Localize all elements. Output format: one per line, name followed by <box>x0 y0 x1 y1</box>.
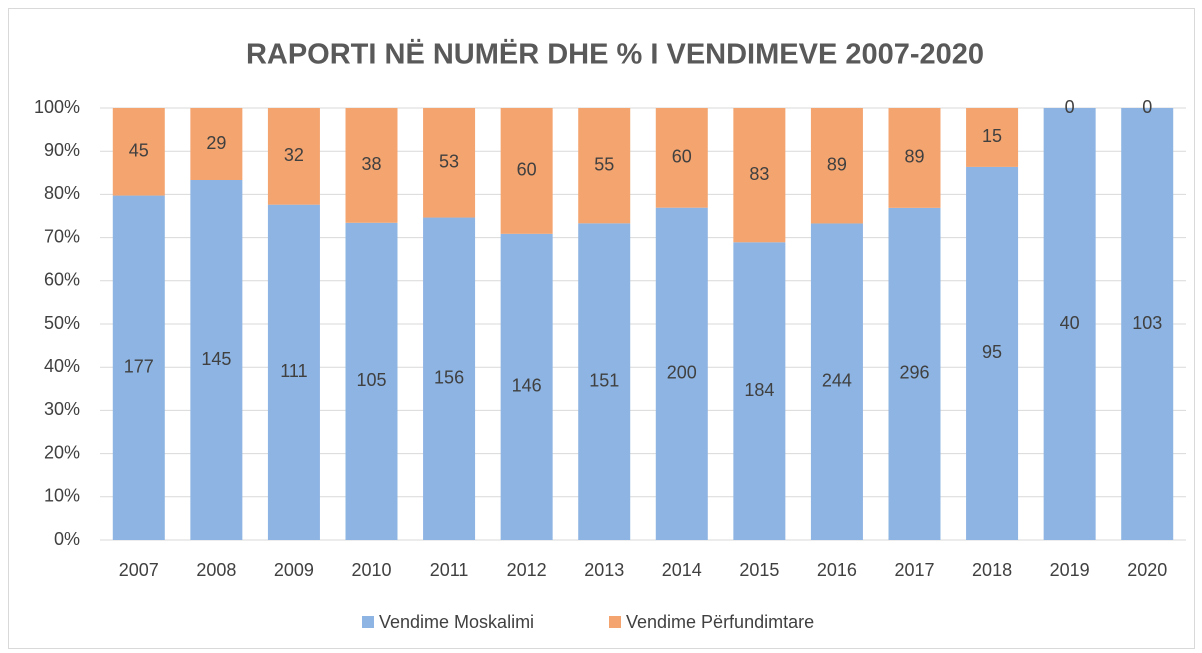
data-label: 156 <box>434 368 464 388</box>
y-tick-label: 50% <box>44 313 80 333</box>
bar-segment <box>1043 108 1096 540</box>
x-tick-label: 2011 <box>430 560 469 580</box>
data-label: 111 <box>280 361 307 381</box>
bar-segment <box>500 233 553 540</box>
data-label: 0 <box>1065 97 1075 117</box>
bar-segment <box>112 195 165 540</box>
bar-segment <box>423 217 476 540</box>
data-label: 45 <box>129 141 149 161</box>
data-label: 177 <box>124 357 154 377</box>
chart-title: RAPORTI NË NUMËR DHE % I VENDIMEVE 2007-… <box>246 38 984 71</box>
data-label: 55 <box>594 154 614 174</box>
x-tick-label: 2019 <box>1050 560 1090 580</box>
y-tick-label: 70% <box>44 226 80 246</box>
data-label: 151 <box>589 370 619 390</box>
data-label: 15 <box>982 126 1002 146</box>
x-tick-label: 2010 <box>351 560 391 580</box>
x-tick-label: 2015 <box>739 560 779 580</box>
data-label: 89 <box>904 147 924 167</box>
bar-segment <box>888 108 941 208</box>
bar-segment <box>733 108 786 243</box>
bar-segment <box>655 207 708 540</box>
data-label: 32 <box>284 145 304 165</box>
x-tick-label: 2016 <box>817 560 857 580</box>
bar-segment <box>190 180 243 540</box>
x-tick-label: 2009 <box>274 560 314 580</box>
x-tick-label: 2013 <box>584 560 624 580</box>
data-label: 29 <box>206 133 226 153</box>
data-label: 103 <box>1132 313 1162 333</box>
y-tick-label: 90% <box>44 140 80 160</box>
data-label: 0 <box>1142 97 1152 117</box>
bar-segment <box>578 108 631 224</box>
data-label: 146 <box>512 376 542 396</box>
data-label: 145 <box>201 349 231 369</box>
x-tick-label: 2017 <box>894 560 934 580</box>
y-tick-label: 10% <box>44 486 80 506</box>
x-tick-label: 2018 <box>972 560 1012 580</box>
legend-swatch <box>609 616 621 628</box>
bar-segment <box>1121 108 1174 540</box>
data-label: 60 <box>672 147 692 167</box>
bar-segment <box>267 204 320 540</box>
y-tick-label: 30% <box>44 399 80 419</box>
data-label: 105 <box>356 370 386 390</box>
y-tick-label: 60% <box>44 270 80 290</box>
bar-segment <box>578 223 631 540</box>
bar-segment <box>966 108 1019 167</box>
bar-segment <box>888 207 941 540</box>
bar-segment <box>966 166 1019 540</box>
data-label: 83 <box>749 164 769 184</box>
data-label: 244 <box>822 370 852 390</box>
data-label: 296 <box>899 363 929 383</box>
x-tick-label: 2012 <box>507 560 547 580</box>
data-label: 200 <box>667 363 697 383</box>
data-label: 95 <box>982 342 1002 362</box>
bar-segment <box>190 108 243 180</box>
legend-label: Vendime Përfundimtare <box>626 612 814 632</box>
y-tick-label: 100% <box>34 97 80 117</box>
bar-segment <box>810 108 863 224</box>
x-tick-label: 2007 <box>119 560 159 580</box>
data-label: 60 <box>517 160 537 180</box>
y-tick-label: 80% <box>44 183 80 203</box>
data-label: 40 <box>1060 313 1080 333</box>
bar-segment <box>345 108 398 223</box>
bar-segment <box>500 108 553 234</box>
bar-segment <box>733 242 786 541</box>
y-tick-label: 20% <box>44 442 80 462</box>
legend-label: Vendime Moskalimi <box>379 612 534 632</box>
y-tick-label: 40% <box>44 356 80 376</box>
bar-segment <box>345 222 398 541</box>
data-label: 89 <box>827 154 847 174</box>
legend-swatch <box>362 616 374 628</box>
bar-segment <box>112 108 165 196</box>
x-tick-label: 2020 <box>1127 560 1167 580</box>
y-tick-label: 0% <box>54 529 80 549</box>
x-tick-label: 2014 <box>662 560 702 580</box>
data-label: 184 <box>744 380 774 400</box>
bar-segment <box>267 108 320 205</box>
x-tick-label: 2008 <box>196 560 236 580</box>
bar-segment <box>423 108 476 218</box>
data-label: 53 <box>439 152 459 172</box>
bar-segment <box>655 108 708 208</box>
bar-segment <box>810 223 863 540</box>
data-label: 38 <box>361 154 381 174</box>
